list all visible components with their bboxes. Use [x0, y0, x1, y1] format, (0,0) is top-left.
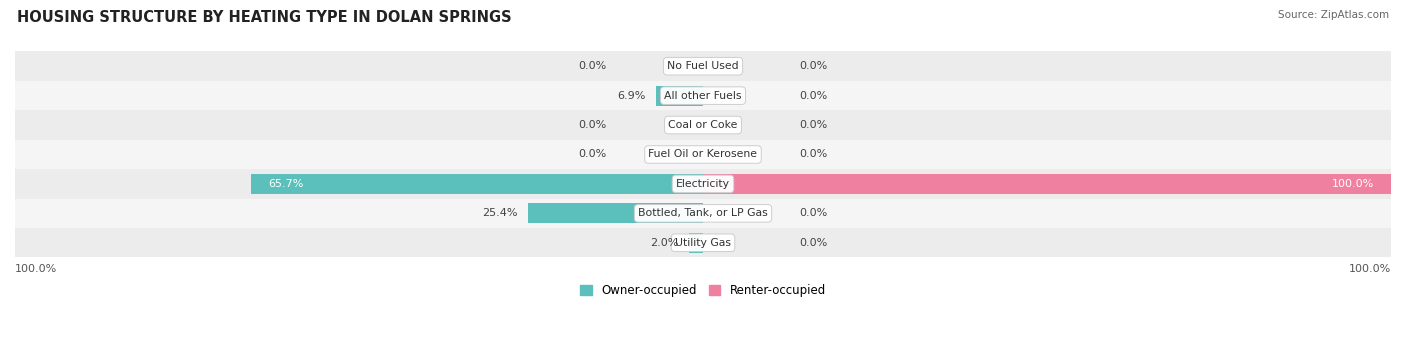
- Text: Coal or Coke: Coal or Coke: [668, 120, 738, 130]
- Text: Utility Gas: Utility Gas: [675, 238, 731, 248]
- Text: 0.0%: 0.0%: [800, 150, 828, 159]
- Text: 100.0%: 100.0%: [1331, 179, 1374, 189]
- Bar: [15, 199, 1391, 228]
- Bar: [15, 169, 1391, 199]
- Bar: [15, 140, 1391, 169]
- Text: 100.0%: 100.0%: [15, 264, 58, 274]
- Text: 2.0%: 2.0%: [651, 238, 679, 248]
- Text: 0.0%: 0.0%: [578, 120, 606, 130]
- Bar: [689, 233, 703, 253]
- Bar: [703, 174, 1391, 194]
- Text: Electricity: Electricity: [676, 179, 730, 189]
- Text: All other Fuels: All other Fuels: [664, 91, 742, 101]
- Bar: [529, 203, 703, 223]
- Bar: [15, 228, 1391, 257]
- Legend: Owner-occupied, Renter-occupied: Owner-occupied, Renter-occupied: [579, 284, 827, 297]
- Text: No Fuel Used: No Fuel Used: [668, 61, 738, 71]
- Bar: [15, 51, 1391, 81]
- Bar: [655, 86, 703, 106]
- Text: 65.7%: 65.7%: [269, 179, 304, 189]
- Bar: [15, 110, 1391, 140]
- Text: HOUSING STRUCTURE BY HEATING TYPE IN DOLAN SPRINGS: HOUSING STRUCTURE BY HEATING TYPE IN DOL…: [17, 10, 512, 25]
- Text: 0.0%: 0.0%: [800, 238, 828, 248]
- Text: Fuel Oil or Kerosene: Fuel Oil or Kerosene: [648, 150, 758, 159]
- Bar: [15, 81, 1391, 111]
- Text: 0.0%: 0.0%: [800, 61, 828, 71]
- Text: 0.0%: 0.0%: [578, 150, 606, 159]
- Text: 0.0%: 0.0%: [800, 208, 828, 218]
- Text: 0.0%: 0.0%: [800, 91, 828, 101]
- Text: 6.9%: 6.9%: [617, 91, 645, 101]
- Text: 0.0%: 0.0%: [578, 61, 606, 71]
- Text: 25.4%: 25.4%: [482, 208, 517, 218]
- Bar: [252, 174, 703, 194]
- Text: Bottled, Tank, or LP Gas: Bottled, Tank, or LP Gas: [638, 208, 768, 218]
- Text: 100.0%: 100.0%: [1348, 264, 1391, 274]
- Text: Source: ZipAtlas.com: Source: ZipAtlas.com: [1278, 10, 1389, 20]
- Text: 0.0%: 0.0%: [800, 120, 828, 130]
